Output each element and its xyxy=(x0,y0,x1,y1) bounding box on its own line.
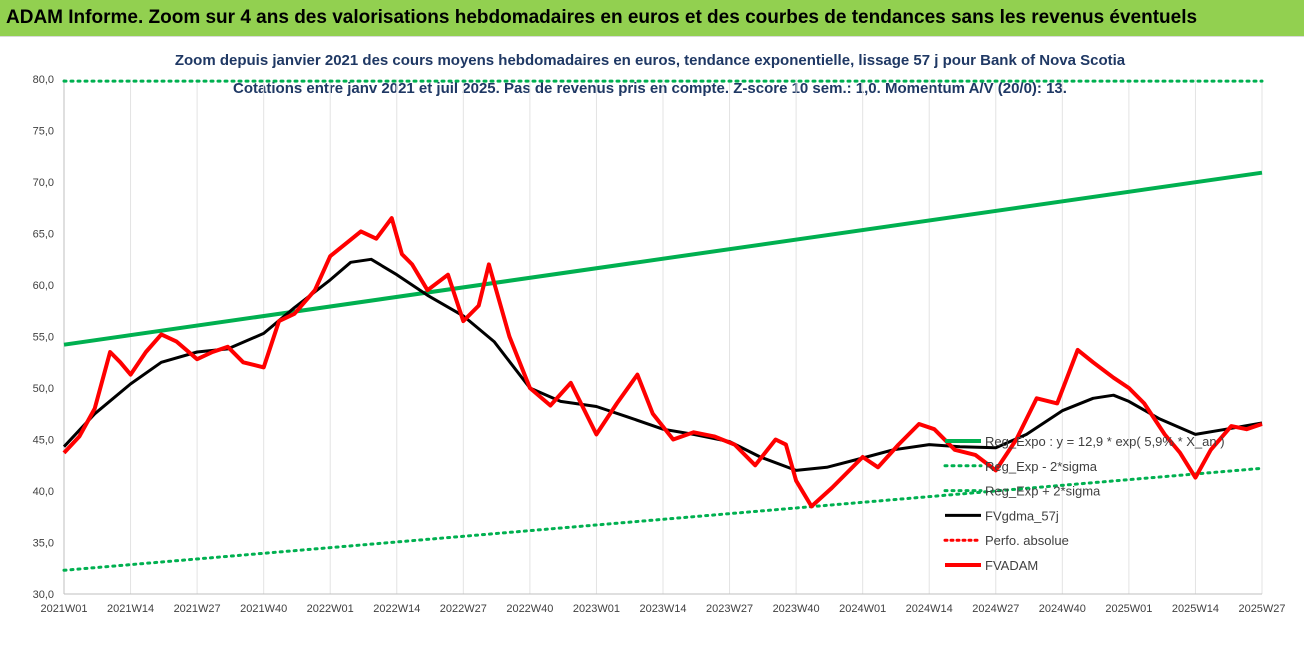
y-tick-label: 45,0 xyxy=(33,435,54,447)
x-tick-label: 2021W14 xyxy=(107,603,154,615)
series-reg-expo-y-12-9-exp-5-9-x-an xyxy=(63,170,1263,347)
series-fvadam xyxy=(62,216,1263,509)
legend-label-perfo-absolue: Perfo. absolue xyxy=(985,533,1069,548)
x-tick-label: 2025W27 xyxy=(1238,603,1285,615)
y-tick-label: 40,0 xyxy=(33,486,54,498)
x-tick-label: 2024W14 xyxy=(906,603,953,615)
x-tick-label: 2025W01 xyxy=(1105,603,1152,615)
y-tick-label: 55,0 xyxy=(33,332,54,344)
x-tick-label: 2024W27 xyxy=(972,603,1019,615)
legend-label-reg-exp-2-sigma: Reg_Exp - 2*sigma xyxy=(985,459,1098,474)
legend-label-fvgdma-57j: FVgdma_57j xyxy=(985,508,1059,523)
chart-container: Zoom depuis janvier 2021 des cours moyen… xyxy=(0,36,1304,654)
y-tick-label: 70,0 xyxy=(33,177,54,189)
legend-label-fvadam: FVADAM xyxy=(985,558,1038,573)
x-tick-label: 2021W40 xyxy=(240,603,287,615)
line-chart: Zoom depuis janvier 2021 des cours moyen… xyxy=(0,37,1304,654)
y-tick-label: 30,0 xyxy=(33,589,54,601)
x-tick-label: 2024W01 xyxy=(839,603,886,615)
x-tick-label: 2025W14 xyxy=(1172,603,1219,615)
y-tick-label: 50,0 xyxy=(33,383,54,395)
x-tick-label: 2023W14 xyxy=(639,603,686,615)
y-tick-label: 75,0 xyxy=(33,126,54,138)
legend-label-reg-expo-y-12-9-exp-5-9-x-an: Reg_Expo : y = 12,9 * exp( 5,9% * X_an ) xyxy=(985,434,1225,449)
series-lines xyxy=(62,79,1264,572)
y-tick-label: 80,0 xyxy=(33,74,54,86)
x-tick-label: 2024W40 xyxy=(1039,603,1086,615)
x-tick-label: 2023W27 xyxy=(706,603,753,615)
x-tick-label: 2022W40 xyxy=(506,603,553,615)
chart-subtitle-line-2: Cotations entre janv 2021 et juil 2025. … xyxy=(233,80,1067,97)
chart-subtitle-line-1: Zoom depuis janvier 2021 des cours moyen… xyxy=(175,52,1126,69)
x-tick-label: 2021W01 xyxy=(40,603,87,615)
y-tick-label: 65,0 xyxy=(33,229,54,241)
x-tick-label: 2023W01 xyxy=(573,603,620,615)
x-tick-label: 2022W01 xyxy=(307,603,354,615)
report-title: ADAM Informe. Zoom sur 4 ans des valoris… xyxy=(0,0,1304,36)
x-tick-label: 2022W27 xyxy=(440,603,487,615)
x-tick-label: 2022W14 xyxy=(373,603,420,615)
legend-label-reg-exp-2-sigma: Reg_Exp + 2*sigma xyxy=(985,484,1101,499)
x-tick-label: 2021W27 xyxy=(174,603,221,615)
legend: Reg_Expo : y = 12,9 * exp( 5,9% * X_an )… xyxy=(943,434,1225,573)
y-tick-label: 60,0 xyxy=(33,280,54,292)
axes: 2021W01 2021W14 2021W27 2021W40 2022W01 2022W… xyxy=(33,74,1286,615)
y-tick-label: 35,0 xyxy=(33,538,54,550)
series-reg-exp-2-sigma xyxy=(62,466,1264,572)
x-tick-label: 2023W40 xyxy=(773,603,820,615)
chart-background xyxy=(0,37,1304,654)
